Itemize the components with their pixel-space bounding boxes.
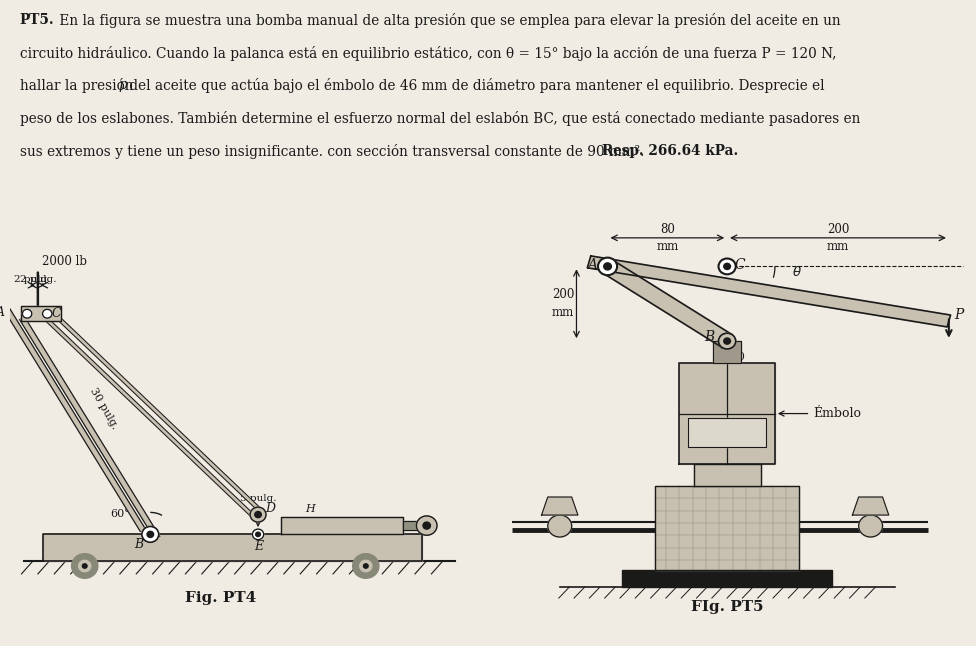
Text: E: E <box>255 540 264 553</box>
Text: $\theta$: $\theta$ <box>792 265 801 279</box>
Text: 2 pulg.: 2 pulg. <box>15 275 51 284</box>
Text: peso de los eslabones. También determine el esfuerzo normal del eslabón BC, que : peso de los eslabones. También determine… <box>20 111 860 126</box>
Text: mm: mm <box>732 365 752 375</box>
Polygon shape <box>21 306 61 322</box>
Polygon shape <box>603 260 732 348</box>
Circle shape <box>548 515 572 537</box>
Polygon shape <box>542 497 578 515</box>
Circle shape <box>147 531 153 537</box>
Circle shape <box>250 507 266 522</box>
Circle shape <box>363 564 368 568</box>
Circle shape <box>43 309 52 318</box>
Polygon shape <box>712 341 742 363</box>
Text: C: C <box>734 258 745 271</box>
Circle shape <box>142 526 159 542</box>
Text: D: D <box>265 503 275 516</box>
Text: 5 pulg.: 5 pulg. <box>240 494 276 503</box>
Polygon shape <box>403 521 427 530</box>
Circle shape <box>724 264 730 269</box>
Polygon shape <box>622 570 833 587</box>
Text: FIg. PT5: FIg. PT5 <box>691 600 763 614</box>
Text: 2000 lb: 2000 lb <box>42 255 87 267</box>
Text: 40: 40 <box>732 351 746 362</box>
Circle shape <box>256 532 261 537</box>
Circle shape <box>718 258 736 275</box>
Text: hallar la presión: hallar la presión <box>20 78 138 94</box>
Text: mm: mm <box>827 240 849 253</box>
Circle shape <box>352 554 379 578</box>
Polygon shape <box>688 418 766 446</box>
Circle shape <box>82 564 87 568</box>
Text: B: B <box>134 538 143 552</box>
Text: 60°: 60° <box>110 509 130 519</box>
Polygon shape <box>281 517 403 534</box>
Circle shape <box>22 309 32 318</box>
Text: PT5.: PT5. <box>20 13 54 27</box>
Text: p: p <box>119 78 128 92</box>
Text: 30 pulg.: 30 pulg. <box>88 386 119 431</box>
Text: Émbolo: Émbolo <box>779 407 861 420</box>
Polygon shape <box>588 256 951 327</box>
Text: 200: 200 <box>827 224 849 236</box>
Polygon shape <box>694 464 760 486</box>
Text: 80: 80 <box>660 224 674 236</box>
Text: circuito hidráulico. Cuando la palanca está en equilibrio estático, con θ = 15° : circuito hidráulico. Cuando la palanca e… <box>20 46 836 61</box>
Text: 200: 200 <box>551 289 574 302</box>
Circle shape <box>724 338 730 344</box>
Circle shape <box>71 554 98 578</box>
Circle shape <box>859 515 882 537</box>
Circle shape <box>598 258 617 275</box>
Circle shape <box>604 263 611 270</box>
Polygon shape <box>852 497 889 515</box>
Circle shape <box>417 516 437 536</box>
Polygon shape <box>679 363 775 464</box>
Polygon shape <box>43 534 422 561</box>
Text: 2 pulg.: 2 pulg. <box>20 275 56 284</box>
Text: En la figura se muestra una bomba manual de alta presión que se emplea para elev: En la figura se muestra una bomba manual… <box>55 13 840 28</box>
Text: A: A <box>588 258 597 271</box>
Text: mm: mm <box>656 240 678 253</box>
Circle shape <box>79 560 91 572</box>
Circle shape <box>423 522 430 529</box>
Text: P: P <box>955 307 964 322</box>
Text: sus extremos y tiene un peso insignificante. con sección transversal constante d: sus extremos y tiene un peso insignifica… <box>20 144 653 159</box>
Polygon shape <box>656 486 798 570</box>
Text: F: F <box>425 526 432 536</box>
Text: A: A <box>0 306 5 319</box>
Circle shape <box>360 560 372 572</box>
Text: del aceite que actúa bajo el émbolo de 46 mm de diámetro para mantener el equili: del aceite que actúa bajo el émbolo de 4… <box>125 78 825 94</box>
Text: Resp. 266.64 kPa.: Resp. 266.64 kPa. <box>602 144 739 158</box>
Circle shape <box>718 333 736 349</box>
Text: C: C <box>52 307 61 320</box>
Text: Fig. PT4: Fig. PT4 <box>184 592 257 605</box>
Circle shape <box>255 512 262 517</box>
Text: H: H <box>305 505 314 514</box>
Text: mm: mm <box>552 306 574 319</box>
Circle shape <box>253 529 264 539</box>
Text: B: B <box>704 330 714 344</box>
